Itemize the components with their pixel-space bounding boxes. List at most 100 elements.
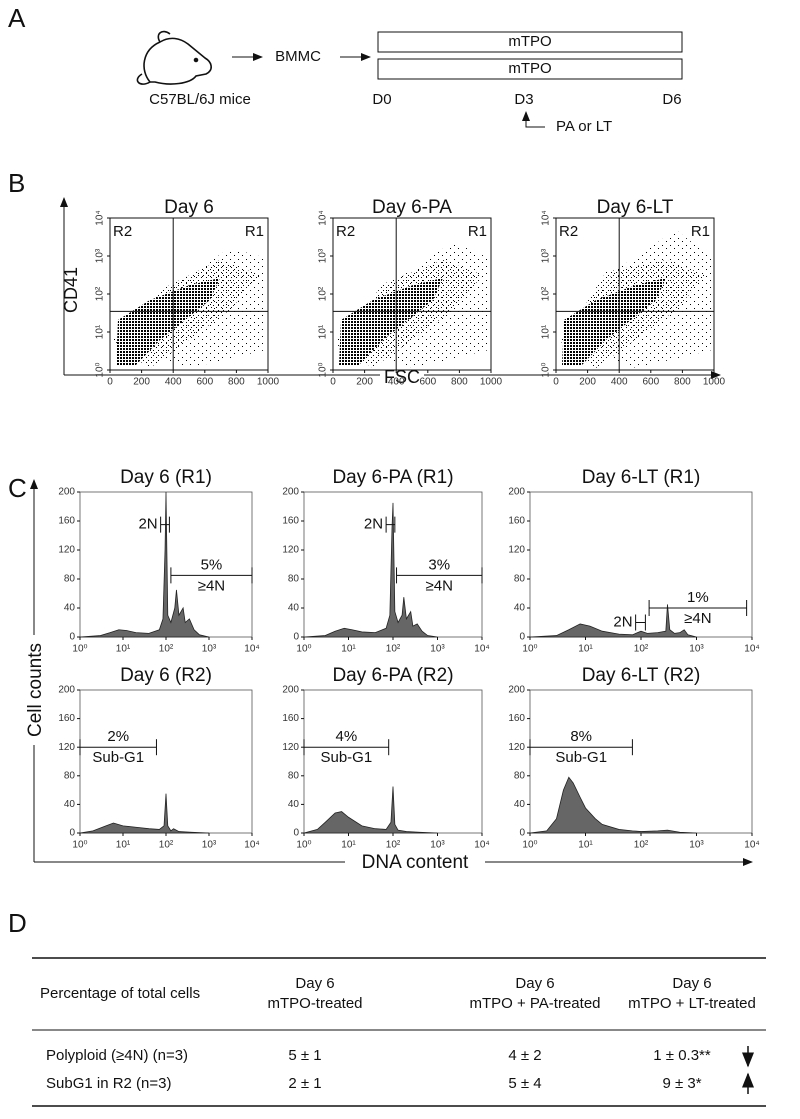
- region-label: R1: [468, 223, 487, 240]
- gate-label: 2N: [364, 516, 383, 533]
- x-axis-label: DNA content: [362, 852, 469, 873]
- x-tick-label: 800: [674, 377, 691, 388]
- gate-label: 8%: [570, 728, 592, 745]
- gate-label: ≥4N: [684, 610, 711, 627]
- y-tick-label: 80: [288, 770, 300, 781]
- x-tick-label: 10³: [689, 644, 704, 655]
- y-tick-label: 10²: [541, 286, 552, 301]
- day: D3: [514, 91, 533, 108]
- y-tick-label: 160: [508, 713, 525, 724]
- treatment-arrow: [522, 111, 545, 128]
- table-header: Day 6: [672, 975, 711, 992]
- panel-label: C: [8, 473, 27, 503]
- culture-bar: [377, 31, 683, 53]
- x-tick-label: 10⁴: [474, 644, 489, 655]
- y-tick-label: 10⁰: [541, 362, 552, 377]
- table-header: Percentage of total cells: [40, 985, 200, 1002]
- x-tick-label: 400: [388, 377, 405, 388]
- y-tick-label: 10²: [318, 286, 329, 301]
- y-tick-label: 40: [288, 799, 300, 810]
- region-label: R2: [113, 223, 132, 240]
- y-tick-label: 160: [58, 516, 75, 527]
- y-tick-label: 120: [508, 545, 525, 556]
- y-axis-label: Cell counts: [25, 643, 46, 737]
- x-tick-label: 400: [165, 377, 182, 388]
- gate-label: 1%: [687, 589, 709, 606]
- x-tick-label: 10⁴: [744, 644, 759, 655]
- histogram: [303, 502, 438, 638]
- y-tick-label: 80: [288, 574, 300, 585]
- y-tick-label: 160: [282, 713, 299, 724]
- gate-label: 2%: [107, 728, 129, 745]
- region-label: R2: [336, 223, 355, 240]
- table-header: mTPO + LT-treated: [628, 995, 756, 1012]
- y-tick-label: 200: [508, 685, 525, 696]
- day: D6: [662, 91, 681, 108]
- panel-label: D: [8, 908, 27, 938]
- y-tick-label: 10²: [95, 286, 106, 301]
- x-tick-label: 10²: [634, 644, 649, 655]
- y-tick-label: 10⁴: [541, 210, 552, 225]
- x-tick-label: 10⁰: [522, 644, 537, 655]
- day: D0: [372, 91, 391, 108]
- table-cell: 9 ± 3*: [662, 1075, 701, 1092]
- y-tick-label: 10⁰: [318, 362, 329, 377]
- x-tick-label: 10¹: [578, 644, 593, 655]
- y-tick-label: 40: [514, 799, 526, 810]
- gate-label: Sub-G1: [92, 749, 144, 766]
- plot-frame: [529, 491, 753, 638]
- x-tick-label: 200: [579, 377, 596, 388]
- event-cloud: [562, 278, 666, 366]
- x-tick-label: 10⁰: [296, 840, 311, 851]
- x-tick-label: 600: [419, 377, 436, 388]
- x-tick-label: 10²: [386, 840, 401, 851]
- table-header: mTPO-treated: [267, 995, 362, 1012]
- x-tick-label: 400: [611, 377, 628, 388]
- y-tick-label: 0: [69, 828, 75, 839]
- x-tick-label: 200: [133, 377, 150, 388]
- x-tick-label: 600: [196, 377, 213, 388]
- gate-label: ≥4N: [426, 577, 453, 594]
- y-tick-label: 0: [293, 828, 299, 839]
- y-tick-label: 200: [508, 487, 525, 498]
- y-tick-label: 120: [58, 742, 75, 753]
- y-tick-label: 0: [293, 632, 299, 643]
- x-tick-label: 1000: [480, 377, 503, 388]
- plot-title: Day 6-LT (R2): [582, 665, 701, 686]
- plot-title: Day 6: [164, 197, 214, 218]
- gate-label: Sub-G1: [320, 749, 372, 766]
- x-tick-label: 10⁰: [522, 840, 537, 851]
- y-tick-label: 80: [514, 770, 526, 781]
- x-tick-label: 200: [356, 377, 373, 388]
- table-cell: 5 ± 4: [508, 1075, 541, 1092]
- y-tick-label: 200: [58, 487, 75, 498]
- table-cell: Polyploid (≥4N) (n=3): [46, 1047, 188, 1064]
- y-tick-label: 160: [282, 516, 299, 527]
- event-cloud: [339, 278, 443, 366]
- gate-label: 4%: [336, 728, 358, 745]
- label-bg: [380, 370, 424, 386]
- y-tick-label: 0: [69, 632, 75, 643]
- histogram: [529, 604, 697, 638]
- x-tick-label: 1000: [257, 377, 280, 388]
- mouse-strain: C57BL/6J mice: [149, 91, 251, 108]
- y-tick-label: 40: [64, 799, 76, 810]
- table-cell: 1 ± 0.3**: [653, 1047, 711, 1064]
- gate-label: 5%: [201, 556, 223, 573]
- x-tick-label: 10⁴: [244, 840, 259, 851]
- y-tick-label: 10³: [318, 248, 329, 263]
- label-bg: [28, 635, 44, 745]
- x-tick-label: 10¹: [116, 644, 131, 655]
- table-cell: 4 ± 2: [508, 1047, 541, 1064]
- plot-title: Day 6-LT (R1): [582, 467, 701, 488]
- y-tick-label: 160: [58, 713, 75, 724]
- plot-title: Day 6 (R2): [120, 665, 212, 686]
- y-tick-label: 200: [282, 487, 299, 498]
- y-tick-label: 10⁰: [95, 362, 106, 377]
- table-cell: 5 ± 1: [288, 1047, 321, 1064]
- cells: BMMC: [275, 48, 321, 65]
- x-tick-label: 10⁰: [296, 644, 311, 655]
- y-tick-label: 120: [282, 545, 299, 556]
- region-label: R1: [691, 223, 710, 240]
